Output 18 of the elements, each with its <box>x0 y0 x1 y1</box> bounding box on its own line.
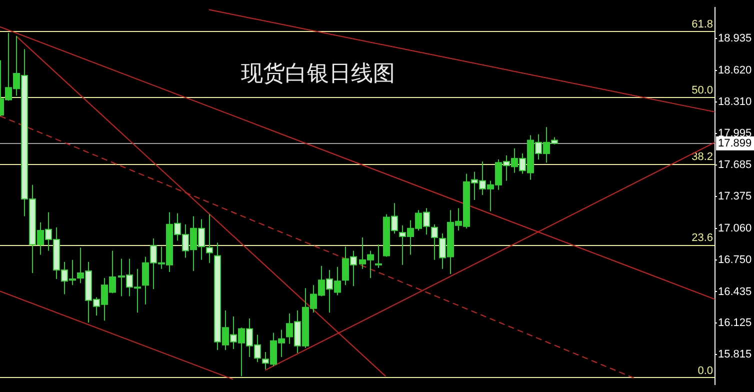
y-tick-label: 18.310 <box>718 96 752 108</box>
y-tick-label: 17.060 <box>718 222 752 234</box>
y-tick-label: 17.375 <box>718 190 752 203</box>
ref-line-label: 17.899 <box>718 137 752 150</box>
y-tick-label: 17.685 <box>718 159 752 172</box>
text: 现货白银日线图 <box>241 61 396 86</box>
y-tick-label: 17.995 <box>718 128 752 140</box>
y-tick-label: 16.435 <box>718 286 752 298</box>
annotation: 61.8 <box>692 18 713 30</box>
y-tick-label: 18.620 <box>718 64 752 76</box>
annotation: 23.6 <box>692 232 713 244</box>
y-tick-label: 16.750 <box>718 254 752 266</box>
annotation: 50.0 <box>692 84 713 96</box>
annotation: 38.2 <box>692 151 713 164</box>
y-tick-label: 16.125 <box>718 317 752 330</box>
y-tick-label: 18.935 <box>718 32 752 45</box>
y-tick-label: 15.815 <box>718 348 752 361</box>
annotation: 0.0 <box>698 364 713 377</box>
